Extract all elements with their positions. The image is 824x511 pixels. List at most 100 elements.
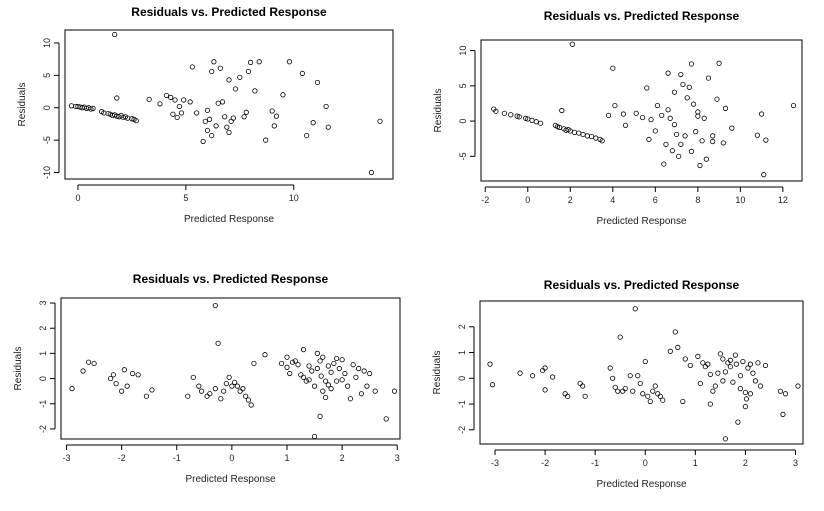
- data-point: [252, 88, 258, 94]
- data-point: [304, 132, 310, 139]
- data-point: [200, 138, 206, 145]
- data-point: [323, 103, 329, 110]
- x-tick-label: -3: [491, 458, 499, 468]
- chart-title: Residuals vs. Predicted Response: [544, 9, 740, 23]
- x-tick-label: 0: [643, 458, 648, 468]
- data-point: [620, 111, 627, 117]
- data-point: [717, 351, 723, 357]
- data-point: [559, 107, 565, 114]
- y-tick-label: 2: [38, 326, 48, 331]
- data-point: [747, 361, 754, 367]
- data-point: [707, 401, 713, 407]
- data-point: [68, 103, 75, 109]
- data-point: [588, 133, 595, 140]
- y-tick-label: -5: [458, 152, 468, 160]
- data-point: [317, 358, 323, 364]
- data-point: [501, 110, 507, 116]
- data-point: [229, 383, 235, 389]
- y-tick-label: 1: [457, 350, 467, 355]
- data-point: [722, 436, 728, 442]
- data-point: [761, 172, 767, 178]
- data-point: [243, 109, 249, 115]
- data-point: [298, 372, 304, 378]
- data-point: [720, 378, 726, 384]
- data-point: [682, 133, 688, 139]
- data-point: [91, 360, 97, 367]
- data-point: [622, 122, 629, 128]
- data-point: [750, 370, 756, 376]
- data-point: [198, 388, 205, 394]
- data-point: [645, 393, 651, 399]
- data-point: [695, 353, 701, 359]
- data-point: [377, 118, 383, 124]
- data-point: [149, 387, 155, 393]
- data-point: [146, 96, 152, 102]
- data-point: [733, 361, 739, 367]
- data-point: [671, 89, 678, 95]
- data-point: [678, 71, 684, 78]
- y-axis-label: Residuals: [433, 89, 444, 133]
- data-point: [204, 393, 210, 399]
- data-point: [690, 101, 697, 107]
- data-point: [580, 131, 586, 138]
- data-point: [342, 370, 348, 377]
- data-point: [245, 397, 252, 403]
- data-point: [722, 369, 728, 375]
- data-point: [716, 60, 722, 66]
- data-point: [223, 381, 229, 387]
- data-point: [364, 383, 370, 389]
- data-point: [593, 135, 599, 141]
- data-point: [391, 388, 398, 394]
- plot-frame: [64, 29, 394, 180]
- y-axis-label: Residuals: [13, 347, 24, 391]
- data-point: [289, 359, 296, 365]
- data-point: [627, 373, 633, 379]
- data-point: [537, 120, 544, 126]
- data-point: [517, 370, 523, 376]
- data-point: [612, 102, 618, 109]
- data-point: [263, 137, 269, 143]
- data-point: [237, 388, 243, 394]
- data-point: [688, 148, 695, 154]
- data-point: [584, 133, 590, 139]
- data-point: [209, 132, 215, 139]
- data-point: [172, 97, 178, 103]
- y-tick-label: 0: [457, 376, 467, 381]
- data-point: [542, 365, 548, 371]
- data-point: [347, 396, 353, 402]
- data-point: [368, 169, 375, 176]
- data-point: [124, 383, 130, 389]
- data-point: [196, 383, 202, 389]
- data-point: [752, 378, 759, 384]
- data-point: [650, 388, 656, 394]
- data-point: [219, 99, 226, 105]
- data-point: [646, 136, 652, 143]
- data-point: [550, 374, 556, 380]
- data-point: [633, 110, 639, 116]
- data-point: [599, 138, 605, 144]
- data-point: [303, 378, 309, 384]
- data-point: [610, 65, 616, 71]
- data-point: [320, 354, 326, 360]
- data-point: [697, 380, 703, 387]
- x-tick-label: -2: [481, 195, 489, 205]
- scatter-panel-3: Residuals vs. Predicted Response -3 -2 -1 0 1…: [13, 272, 401, 485]
- data-point: [580, 383, 586, 389]
- data-point: [642, 358, 648, 365]
- data-point: [688, 61, 695, 67]
- data-point: [108, 375, 114, 382]
- data-point: [487, 361, 493, 367]
- data-point: [745, 365, 751, 371]
- y-tick-label: 0: [38, 376, 48, 381]
- x-tick-label: 12: [778, 195, 788, 205]
- data-point: [339, 357, 345, 363]
- y-tick-label: -5: [42, 136, 52, 144]
- data-point: [705, 361, 711, 367]
- x-tick-label: 1: [693, 458, 698, 468]
- chart-title: Residuals vs. Predicted Response: [131, 5, 327, 19]
- data-point: [157, 101, 163, 107]
- data-point: [367, 370, 373, 377]
- data-point: [569, 41, 576, 47]
- data-point: [226, 129, 232, 135]
- data-point: [757, 383, 764, 389]
